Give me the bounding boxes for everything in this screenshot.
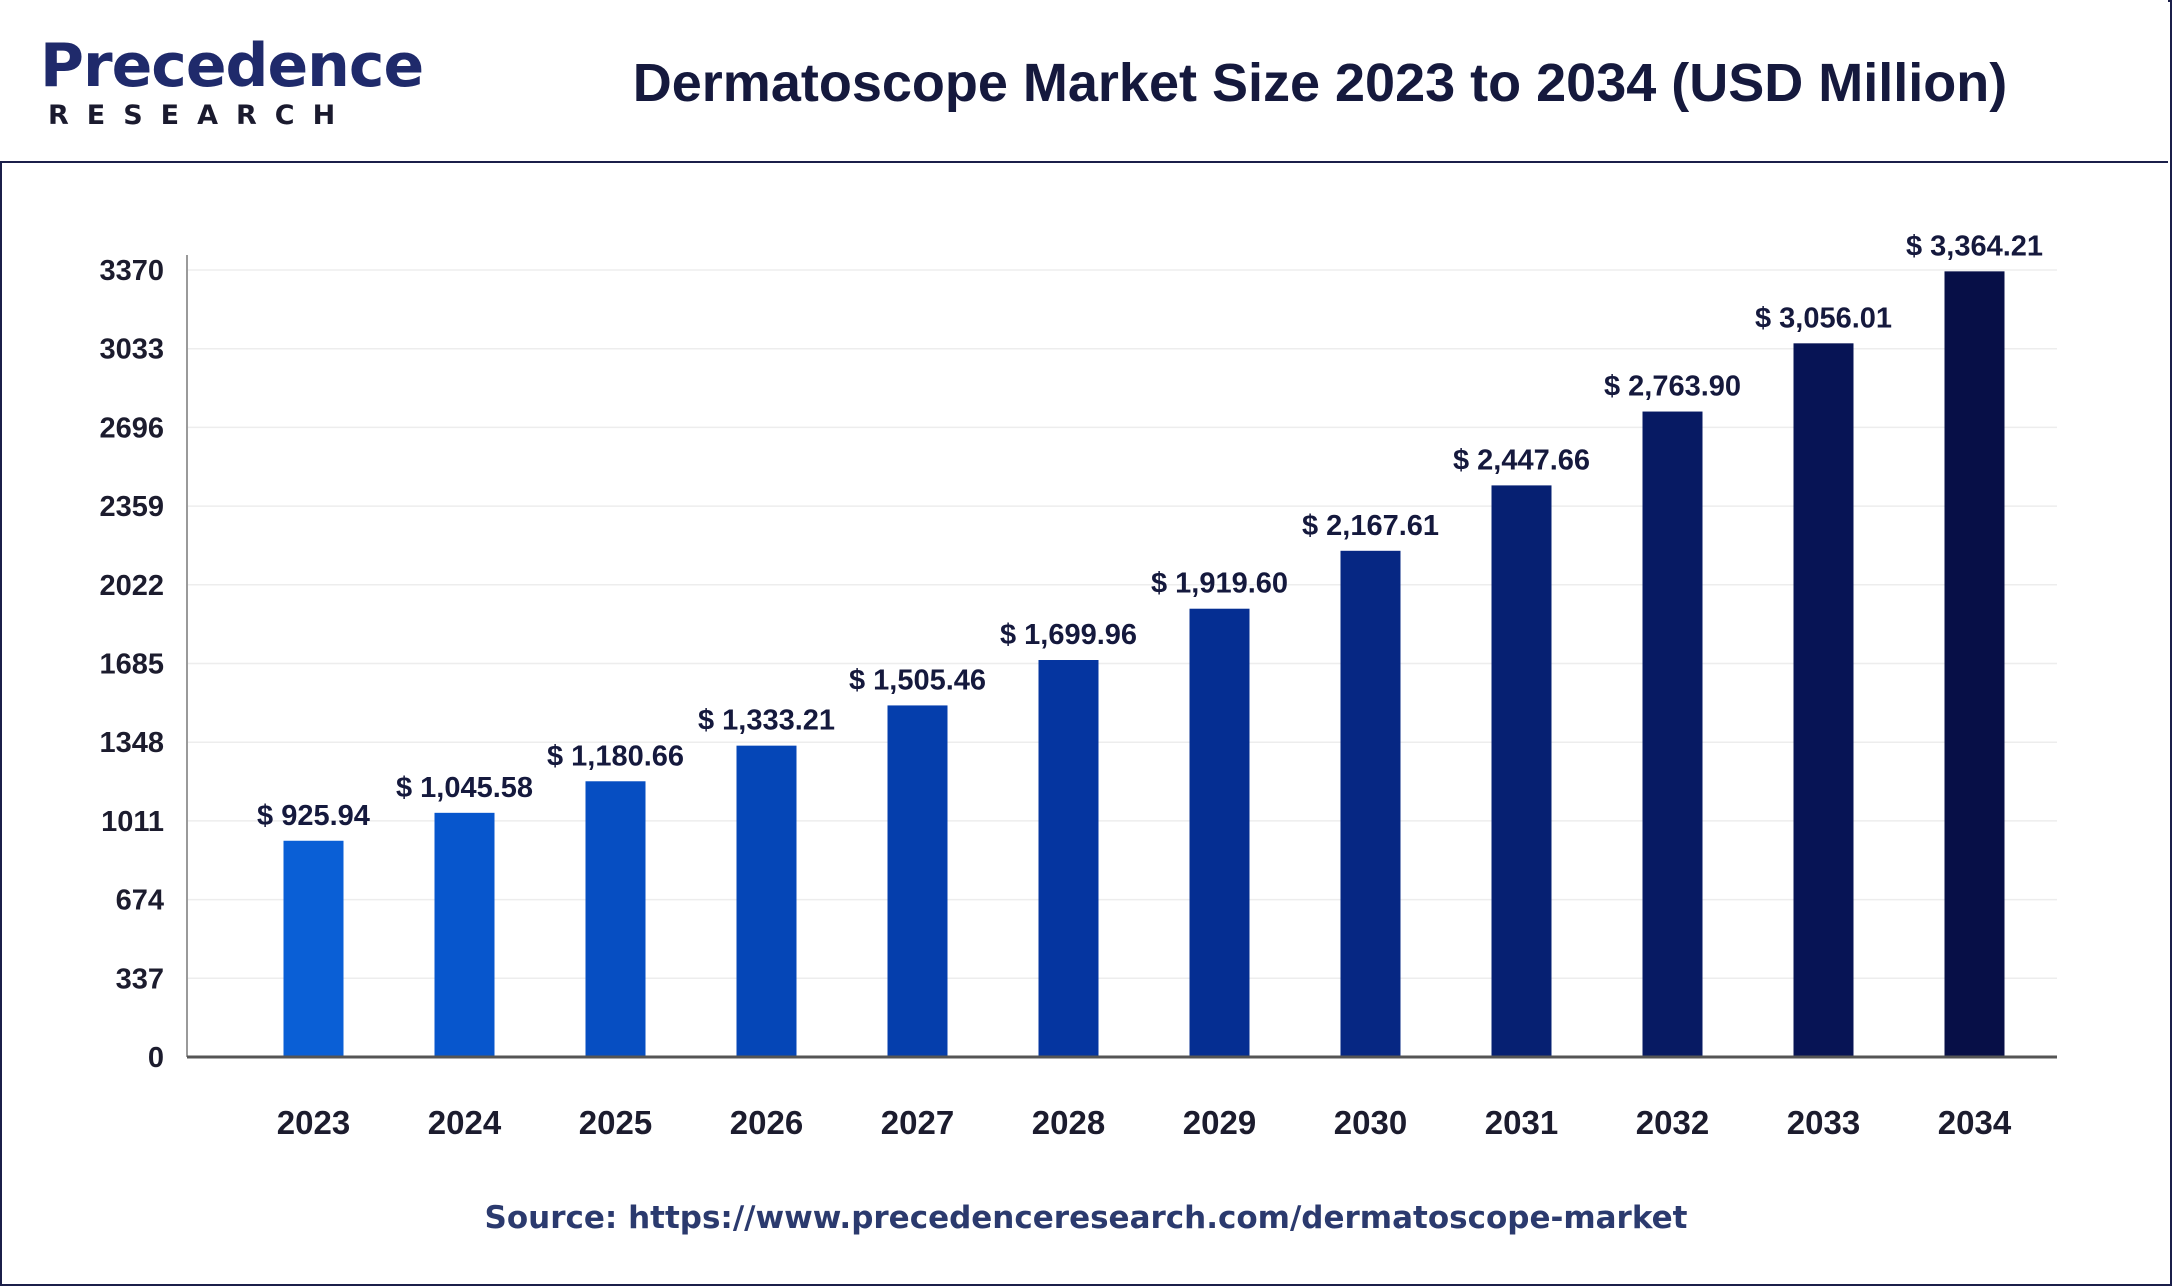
chart-title: Dermatoscope Market Size 2023 to 2034 (U… [632, 53, 2008, 113]
y-tick-label: 0 [148, 1042, 164, 1074]
precedence-research-logo: Precedence RESEARCH [40, 30, 424, 140]
header-bar: Precedence RESEARCH Dermatoscope Market … [0, 0, 2168, 163]
y-tick-label: 1685 [99, 649, 164, 681]
value-label-2032: $ 2,763.90 [1604, 371, 1741, 403]
x-axis-ticks: 2023 2024 2025 2026 2027 2028 2029 2030 2031 2032… [277, 1104, 2012, 1141]
value-label-2027: $ 1,505.46 [849, 664, 986, 696]
x-tick-label-2025: 2025 [579, 1104, 652, 1141]
logo-subtitle: RESEARCH [48, 100, 354, 131]
value-label-2026: $ 1,333.21 [698, 705, 835, 737]
y-tick-label: 3370 [99, 255, 164, 287]
value-label-2028: $ 1,699.96 [1000, 619, 1137, 651]
y-tick-label: 3033 [99, 334, 164, 366]
bar-chart: 033767410111348168520222359269630333370 … [99, 230, 2057, 1141]
source-citation: Source: https://www.precedenceresearch.c… [484, 1200, 1688, 1236]
bars [283, 271, 2005, 1058]
bar-2030 [1340, 550, 1401, 1057]
value-label-2024: $ 1,045.58 [396, 772, 533, 804]
y-tick-label: 674 [116, 885, 164, 917]
y-tick-label: 1348 [99, 727, 164, 759]
y-axis-ticks: 0 337 674 1011 1348 1685 2022 2359 2696 3033 3370 [99, 255, 164, 1074]
value-label-2030: $ 2,167.61 [1302, 510, 1439, 542]
x-tick-label-2026: 2026 [730, 1104, 803, 1141]
bar-2028 [1038, 660, 1099, 1057]
value-label-2031: $ 2,447.66 [1453, 444, 1590, 476]
x-tick-label-2024: 2024 [428, 1104, 502, 1141]
value-label-2034: $ 3,364.21 [1906, 230, 2043, 262]
value-label-2023: $ 925.94 [257, 800, 370, 832]
bar-2026 [736, 745, 797, 1057]
y-tick-label: 1011 [101, 806, 164, 838]
bar-2024 [434, 812, 495, 1057]
x-tick-label-2032: 2032 [1636, 1104, 1709, 1141]
x-tick-label-2034: 2034 [1938, 1104, 2012, 1141]
x-tick-label-2028: 2028 [1032, 1104, 1105, 1141]
logo-wordmark: Precedence [40, 31, 424, 101]
y-tick-label: 2696 [99, 412, 164, 444]
value-label-2029: $ 1,919.60 [1151, 568, 1288, 600]
bar-2025 [585, 781, 646, 1057]
bar-2032 [1642, 411, 1703, 1058]
x-tick-label-2033: 2033 [1787, 1104, 1860, 1141]
x-tick-label-2030: 2030 [1334, 1104, 1407, 1141]
bar-2029 [1189, 608, 1250, 1057]
x-tick-label-2023: 2023 [277, 1104, 350, 1141]
value-label-2025: $ 1,180.66 [547, 740, 684, 772]
value-label-2033: $ 3,056.01 [1755, 302, 1892, 334]
bar-2023 [283, 840, 344, 1057]
x-tick-label-2027: 2027 [881, 1104, 954, 1141]
gridlines [187, 269, 2057, 980]
bar-2027 [887, 705, 948, 1057]
value-labels: $ 925.94 $ 1,045.58 $ 1,180.66 $ 1,333.21 $ … [257, 230, 2043, 831]
y-tick-label: 2022 [99, 570, 164, 602]
x-tick-label-2029: 2029 [1183, 1104, 1256, 1141]
bar-2034 [1944, 271, 2005, 1057]
bar-2031 [1491, 485, 1552, 1057]
bar-2033 [1793, 343, 1854, 1058]
y-tick-label: 337 [116, 963, 164, 995]
y-tick-label: 2359 [99, 491, 164, 523]
x-tick-label-2031: 2031 [1485, 1104, 1558, 1141]
